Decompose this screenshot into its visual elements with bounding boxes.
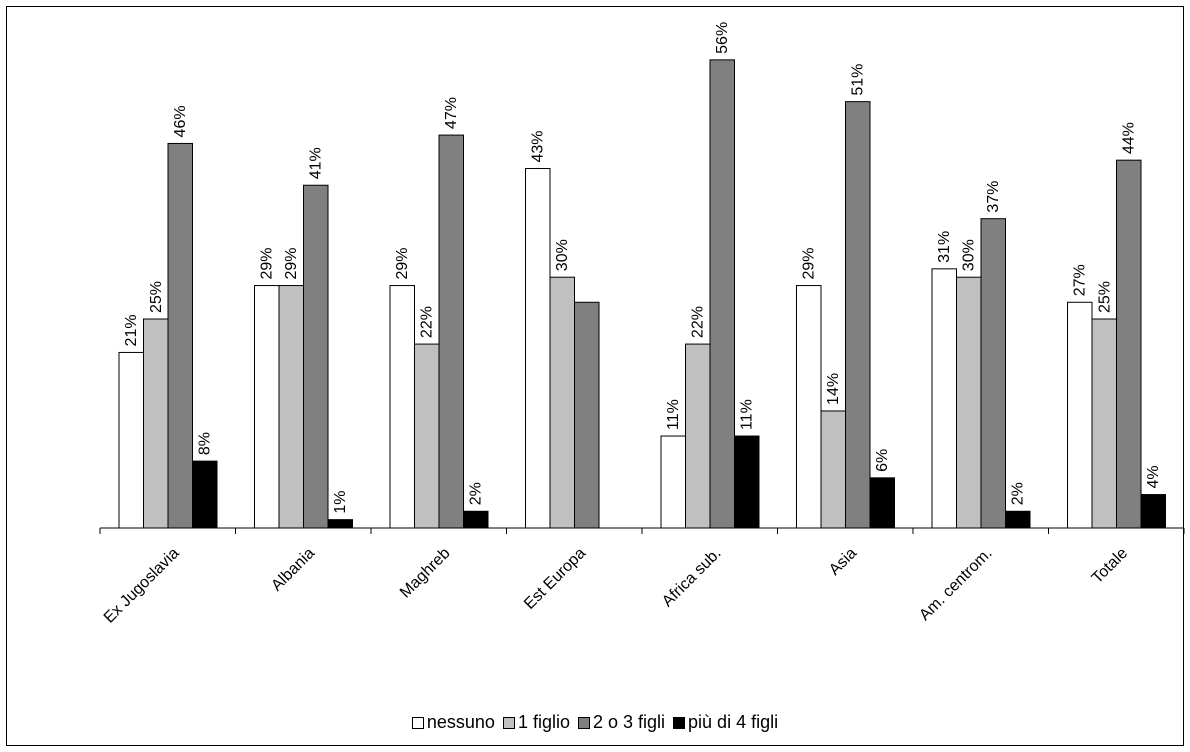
- bar: [956, 276, 982, 529]
- category-label: Maghreb: [397, 545, 454, 602]
- category-label: Africa sub.: [659, 545, 724, 610]
- bar: [980, 218, 1006, 529]
- legend-swatch: [411, 716, 424, 729]
- category-label: Ex Jugoslavia: [101, 545, 183, 627]
- data-label: 30%: [961, 239, 978, 271]
- data-label: 29%: [259, 248, 276, 280]
- data-label: 30%: [554, 239, 571, 271]
- legend-label: più di 4 figli: [688, 712, 779, 732]
- legend-item: nessuno: [411, 712, 495, 733]
- data-label: 43%: [530, 130, 547, 162]
- legend-label: nessuno: [426, 712, 495, 732]
- data-label: 22%: [690, 306, 707, 338]
- bar: [845, 101, 871, 529]
- data-label: 25%: [1096, 281, 1113, 313]
- data-label: 29%: [801, 248, 818, 280]
- bar: [118, 351, 144, 529]
- bar: [931, 268, 957, 529]
- category-label: Est Europa: [521, 545, 589, 613]
- bar: [796, 285, 822, 529]
- bar: [820, 410, 846, 529]
- bar: [709, 59, 735, 529]
- legend: nessuno 1 figlio 2 o 3 figli più di 4 figli: [0, 712, 1190, 733]
- data-label: 2%: [468, 482, 485, 505]
- data-label: 8%: [197, 432, 214, 455]
- bar: [143, 318, 169, 529]
- data-label: 25%: [148, 281, 165, 313]
- bar: [327, 519, 353, 529]
- category-label: Am. centrom.: [916, 545, 995, 624]
- data-label: 56%: [714, 22, 731, 54]
- data-label: 29%: [394, 248, 411, 280]
- legend-swatch: [502, 716, 515, 729]
- bar: [869, 477, 895, 529]
- bar: [167, 142, 193, 529]
- data-label: 11%: [739, 399, 756, 430]
- bar: [660, 435, 686, 529]
- legend-swatch: [673, 716, 686, 729]
- bar: [574, 301, 600, 529]
- bar: [389, 285, 415, 529]
- data-label: 44%: [1121, 122, 1138, 154]
- data-label: 47%: [443, 97, 460, 129]
- data-label: 11%: [665, 399, 682, 430]
- data-label: 14%: [825, 373, 842, 405]
- bar: [303, 184, 329, 529]
- bar: [1005, 510, 1031, 529]
- legend-label: 1 figlio: [517, 712, 570, 732]
- legend-label: 2 o 3 figli: [592, 712, 666, 732]
- data-label: 1%: [332, 491, 349, 514]
- legend-item: più di 4 figli: [673, 712, 778, 733]
- bar: [414, 343, 440, 529]
- category-label: Albania: [268, 545, 318, 595]
- data-label: 22%: [419, 306, 436, 338]
- data-label: 46%: [172, 105, 189, 137]
- data-label: 27%: [1072, 264, 1089, 296]
- bar: [734, 435, 760, 529]
- data-label: 21%: [123, 314, 140, 346]
- bar: [1091, 318, 1117, 529]
- legend-item: 1 figlio: [502, 712, 570, 733]
- data-label: 31%: [936, 231, 953, 263]
- bar: [463, 510, 489, 529]
- bar: [1116, 159, 1142, 529]
- legend-swatch: [577, 716, 590, 729]
- bar: [549, 276, 575, 529]
- bar: [438, 134, 464, 529]
- data-label: 4%: [1145, 465, 1162, 488]
- data-label: 2%: [1010, 482, 1027, 505]
- data-label: 29%: [283, 248, 300, 280]
- bar: [254, 285, 280, 529]
- data-label: 6%: [874, 449, 891, 472]
- bar: [1140, 494, 1166, 529]
- data-label: 41%: [308, 147, 325, 179]
- bar: [685, 343, 711, 529]
- data-label: 51%: [850, 64, 867, 96]
- category-label: Totale: [1089, 545, 1131, 587]
- data-label: 37%: [985, 181, 1002, 213]
- category-label: Asia: [826, 545, 860, 579]
- bar: [1067, 301, 1093, 529]
- bar: [278, 285, 304, 529]
- bar: [192, 460, 218, 529]
- bar: [525, 168, 551, 529]
- legend-item: 2 o 3 figli: [577, 712, 666, 733]
